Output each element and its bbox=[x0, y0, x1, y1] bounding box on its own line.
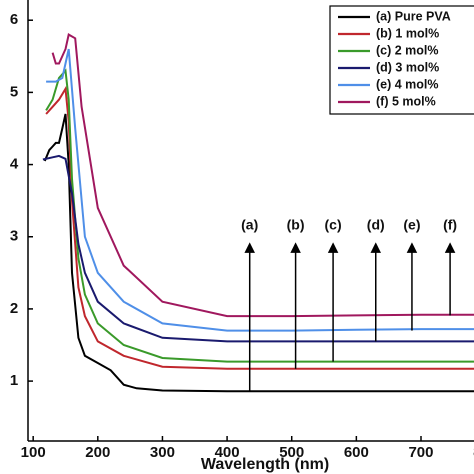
series-line bbox=[46, 48, 474, 332]
annotation-label: (d) bbox=[367, 216, 385, 232]
legend-label: (a) Pure PVA bbox=[376, 9, 451, 23]
legend-label: (b) 1 mol% bbox=[376, 26, 439, 40]
annotation-label: (a) bbox=[241, 216, 258, 232]
x-tick-label: 700 bbox=[408, 444, 433, 461]
y-tick-label: 1 bbox=[10, 372, 18, 389]
y-tick-label: 4 bbox=[10, 156, 19, 173]
series-line bbox=[42, 154, 474, 343]
y-tick-label: 3 bbox=[10, 228, 18, 245]
x-tick-label: 300 bbox=[150, 444, 175, 461]
x-tick-label: 600 bbox=[344, 444, 369, 461]
y-tick-label: 5 bbox=[10, 83, 18, 100]
series-line bbox=[43, 113, 474, 393]
legend-label: (f) 5 mol% bbox=[376, 94, 436, 108]
x-tick-label: 500 bbox=[279, 444, 304, 461]
series-line bbox=[45, 85, 474, 370]
annotation-label: (f) bbox=[443, 216, 457, 232]
legend-label: (e) 4 mol% bbox=[376, 77, 439, 91]
annotation-label: (b) bbox=[287, 216, 305, 232]
x-tick-label: 100 bbox=[21, 444, 46, 461]
series-line bbox=[51, 33, 474, 318]
annotation-label: (c) bbox=[325, 216, 342, 232]
x-tick-label: 400 bbox=[215, 444, 240, 461]
x-tick-label: 200 bbox=[85, 444, 110, 461]
x-axis-label: Wavelength (nm) bbox=[201, 456, 329, 473]
y-tick-label: 2 bbox=[10, 300, 18, 317]
legend-label: (c) 2 mol% bbox=[376, 43, 439, 57]
y-tick-label: 6 bbox=[10, 11, 18, 28]
legend-label: (d) 3 mol% bbox=[376, 60, 439, 74]
legend-box bbox=[329, 5, 474, 115]
annotation-label: (e) bbox=[403, 216, 420, 232]
